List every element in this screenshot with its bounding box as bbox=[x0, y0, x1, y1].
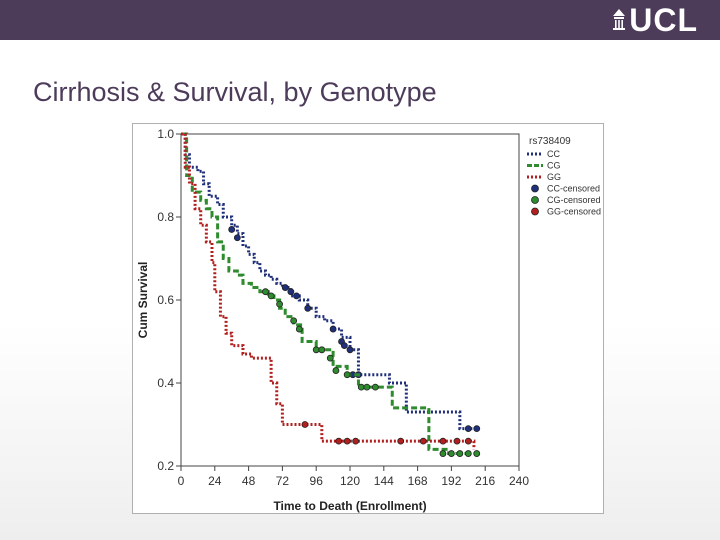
censored-point-cg bbox=[473, 450, 481, 457]
legend-marker bbox=[531, 207, 539, 216]
x-tick-label: 216 bbox=[475, 474, 495, 488]
censored-point-cg bbox=[363, 383, 371, 391]
censored-point-cg bbox=[267, 292, 275, 300]
censored-point-cg bbox=[464, 450, 472, 457]
plot-area bbox=[180, 133, 520, 467]
x-tick-label: 0 bbox=[178, 474, 185, 488]
censored-point-cg bbox=[439, 450, 447, 457]
censored-point-gg bbox=[343, 437, 351, 445]
censored-point-gg bbox=[352, 437, 360, 445]
legend-entry: GG bbox=[547, 172, 561, 182]
censored-point-cc bbox=[340, 342, 348, 350]
legend-entry: CG bbox=[547, 161, 561, 171]
y-tick-label: 0.8 bbox=[157, 210, 174, 224]
ucl-logo: UCL bbox=[613, 2, 698, 38]
censored-point-cc bbox=[464, 425, 472, 433]
x-axis-label: Time to Death (Enrollment) bbox=[273, 499, 426, 513]
x-tick-label: 192 bbox=[441, 474, 461, 488]
censored-point-gg bbox=[419, 437, 427, 445]
censored-point-cg bbox=[447, 450, 455, 457]
legend-entry: GG-censored bbox=[547, 207, 601, 217]
kaplan-meier-chart: 0.2 0.4 0.6 0.8 1.0 0 24 48 72 96 120 144 168 192 216 2… bbox=[136, 127, 601, 513]
censored-point-cg bbox=[456, 450, 464, 457]
legend-entry: CC bbox=[547, 149, 560, 159]
x-tick-label: 168 bbox=[408, 474, 428, 488]
censored-point-cg bbox=[326, 354, 334, 362]
censored-point-gg bbox=[439, 437, 447, 445]
legend-entry: CG-censored bbox=[547, 195, 601, 205]
censored-point-cc bbox=[293, 292, 300, 300]
x-tick-label: 48 bbox=[242, 474, 256, 488]
legend-entry: CC-censored bbox=[547, 184, 600, 194]
legend-title: rs738409 bbox=[529, 136, 571, 147]
series-line-gg bbox=[181, 132, 476, 450]
censored-point-gg bbox=[464, 437, 472, 445]
y-tick-label: 0.2 bbox=[157, 459, 174, 473]
slide-title: Cirrhosis & Survival, by Genotype bbox=[33, 77, 437, 107]
censored-point-gg bbox=[397, 437, 405, 445]
x-tick-label: 96 bbox=[310, 474, 324, 488]
censored-point-cc bbox=[346, 346, 354, 354]
y-tick-label: 1.0 bbox=[157, 127, 174, 141]
censored-point-cg bbox=[276, 300, 283, 308]
y-tick-label: 0.6 bbox=[157, 293, 174, 307]
censored-point-cg bbox=[290, 317, 298, 325]
logo-text: UCL bbox=[629, 1, 698, 38]
x-tick-label: 24 bbox=[208, 474, 222, 488]
censored-point-gg bbox=[453, 437, 461, 445]
censored-point-gg bbox=[335, 437, 343, 445]
x-tick-label: 144 bbox=[374, 474, 394, 488]
censored-point-cg bbox=[312, 346, 320, 354]
censored-point-cg bbox=[262, 288, 269, 296]
legend-marker bbox=[531, 196, 539, 204]
legend-marker bbox=[531, 184, 539, 193]
y-tick-label: 0.4 bbox=[157, 376, 174, 390]
censored-point-cc bbox=[228, 226, 236, 233]
x-tick-label: 240 bbox=[509, 474, 529, 488]
y-axis-label: Cum Survival bbox=[136, 262, 150, 339]
portico-icon bbox=[613, 9, 626, 30]
series-line-cg bbox=[181, 132, 477, 456]
censored-point-cc bbox=[233, 234, 241, 242]
x-tick-label: 120 bbox=[340, 474, 360, 488]
censored-point-cc bbox=[329, 325, 337, 333]
censored-point-cc bbox=[304, 304, 312, 312]
censored-point-cg bbox=[371, 383, 379, 391]
header-bar: UCL bbox=[0, 0, 720, 40]
x-tick-label: 72 bbox=[276, 474, 290, 488]
censored-point-cg bbox=[343, 371, 351, 379]
censored-point-gg bbox=[301, 421, 309, 428]
censored-point-cg bbox=[357, 383, 365, 391]
censored-point-cc bbox=[473, 425, 481, 433]
censored-point-cg bbox=[318, 346, 326, 354]
censored-point-cg bbox=[332, 367, 340, 374]
chart-frame: 0.2 0.4 0.6 0.8 1.0 0 24 48 72 96 120 144 168 192 216 2… bbox=[132, 123, 604, 514]
censored-point-cg bbox=[295, 325, 303, 333]
censored-point-cc bbox=[281, 284, 289, 291]
censored-point-cc bbox=[287, 288, 295, 296]
